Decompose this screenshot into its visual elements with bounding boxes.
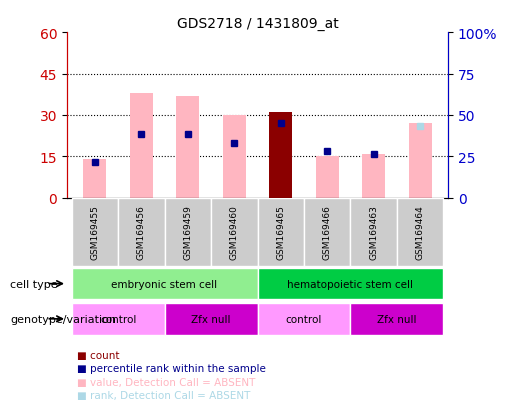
FancyBboxPatch shape	[258, 303, 350, 335]
Text: GSM169456: GSM169456	[137, 205, 146, 260]
Text: GSM169455: GSM169455	[90, 205, 99, 260]
FancyBboxPatch shape	[350, 198, 397, 266]
Text: ■ rank, Detection Call = ABSENT: ■ rank, Detection Call = ABSENT	[77, 390, 251, 400]
Text: ■ count: ■ count	[77, 350, 120, 360]
Title: GDS2718 / 1431809_at: GDS2718 / 1431809_at	[177, 17, 338, 31]
Text: embryonic stem cell: embryonic stem cell	[111, 279, 218, 289]
Bar	[316, 157, 339, 198]
FancyBboxPatch shape	[118, 198, 165, 266]
FancyBboxPatch shape	[165, 198, 211, 266]
Text: ■ value, Detection Call = ABSENT: ■ value, Detection Call = ABSENT	[77, 377, 255, 387]
Text: control: control	[100, 314, 136, 324]
Bar	[222, 116, 246, 198]
FancyBboxPatch shape	[165, 303, 258, 335]
Bar	[83, 160, 107, 198]
Text: GSM169465: GSM169465	[276, 205, 285, 260]
Text: GSM169464: GSM169464	[416, 205, 425, 260]
FancyBboxPatch shape	[304, 198, 350, 266]
Text: GSM169463: GSM169463	[369, 205, 378, 260]
Text: GSM169466: GSM169466	[323, 205, 332, 260]
Text: Zfx null: Zfx null	[191, 314, 231, 324]
FancyBboxPatch shape	[72, 268, 258, 300]
Text: genotype/variation: genotype/variation	[10, 314, 116, 324]
FancyBboxPatch shape	[211, 198, 258, 266]
Text: GSM169459: GSM169459	[183, 205, 192, 260]
FancyBboxPatch shape	[258, 268, 443, 300]
Text: ■ percentile rank within the sample: ■ percentile rank within the sample	[77, 363, 266, 373]
Text: cell type: cell type	[10, 279, 58, 289]
Text: control: control	[286, 314, 322, 324]
Bar	[362, 154, 385, 198]
Bar	[176, 96, 199, 198]
FancyBboxPatch shape	[350, 303, 443, 335]
FancyBboxPatch shape	[72, 303, 165, 335]
Bar	[130, 94, 153, 198]
Bar	[408, 124, 432, 198]
FancyBboxPatch shape	[72, 198, 118, 266]
Text: GSM169460: GSM169460	[230, 205, 239, 260]
FancyBboxPatch shape	[258, 198, 304, 266]
Bar	[269, 113, 293, 198]
FancyBboxPatch shape	[397, 198, 443, 266]
Text: Zfx null: Zfx null	[377, 314, 417, 324]
Text: hematopoietic stem cell: hematopoietic stem cell	[287, 279, 414, 289]
